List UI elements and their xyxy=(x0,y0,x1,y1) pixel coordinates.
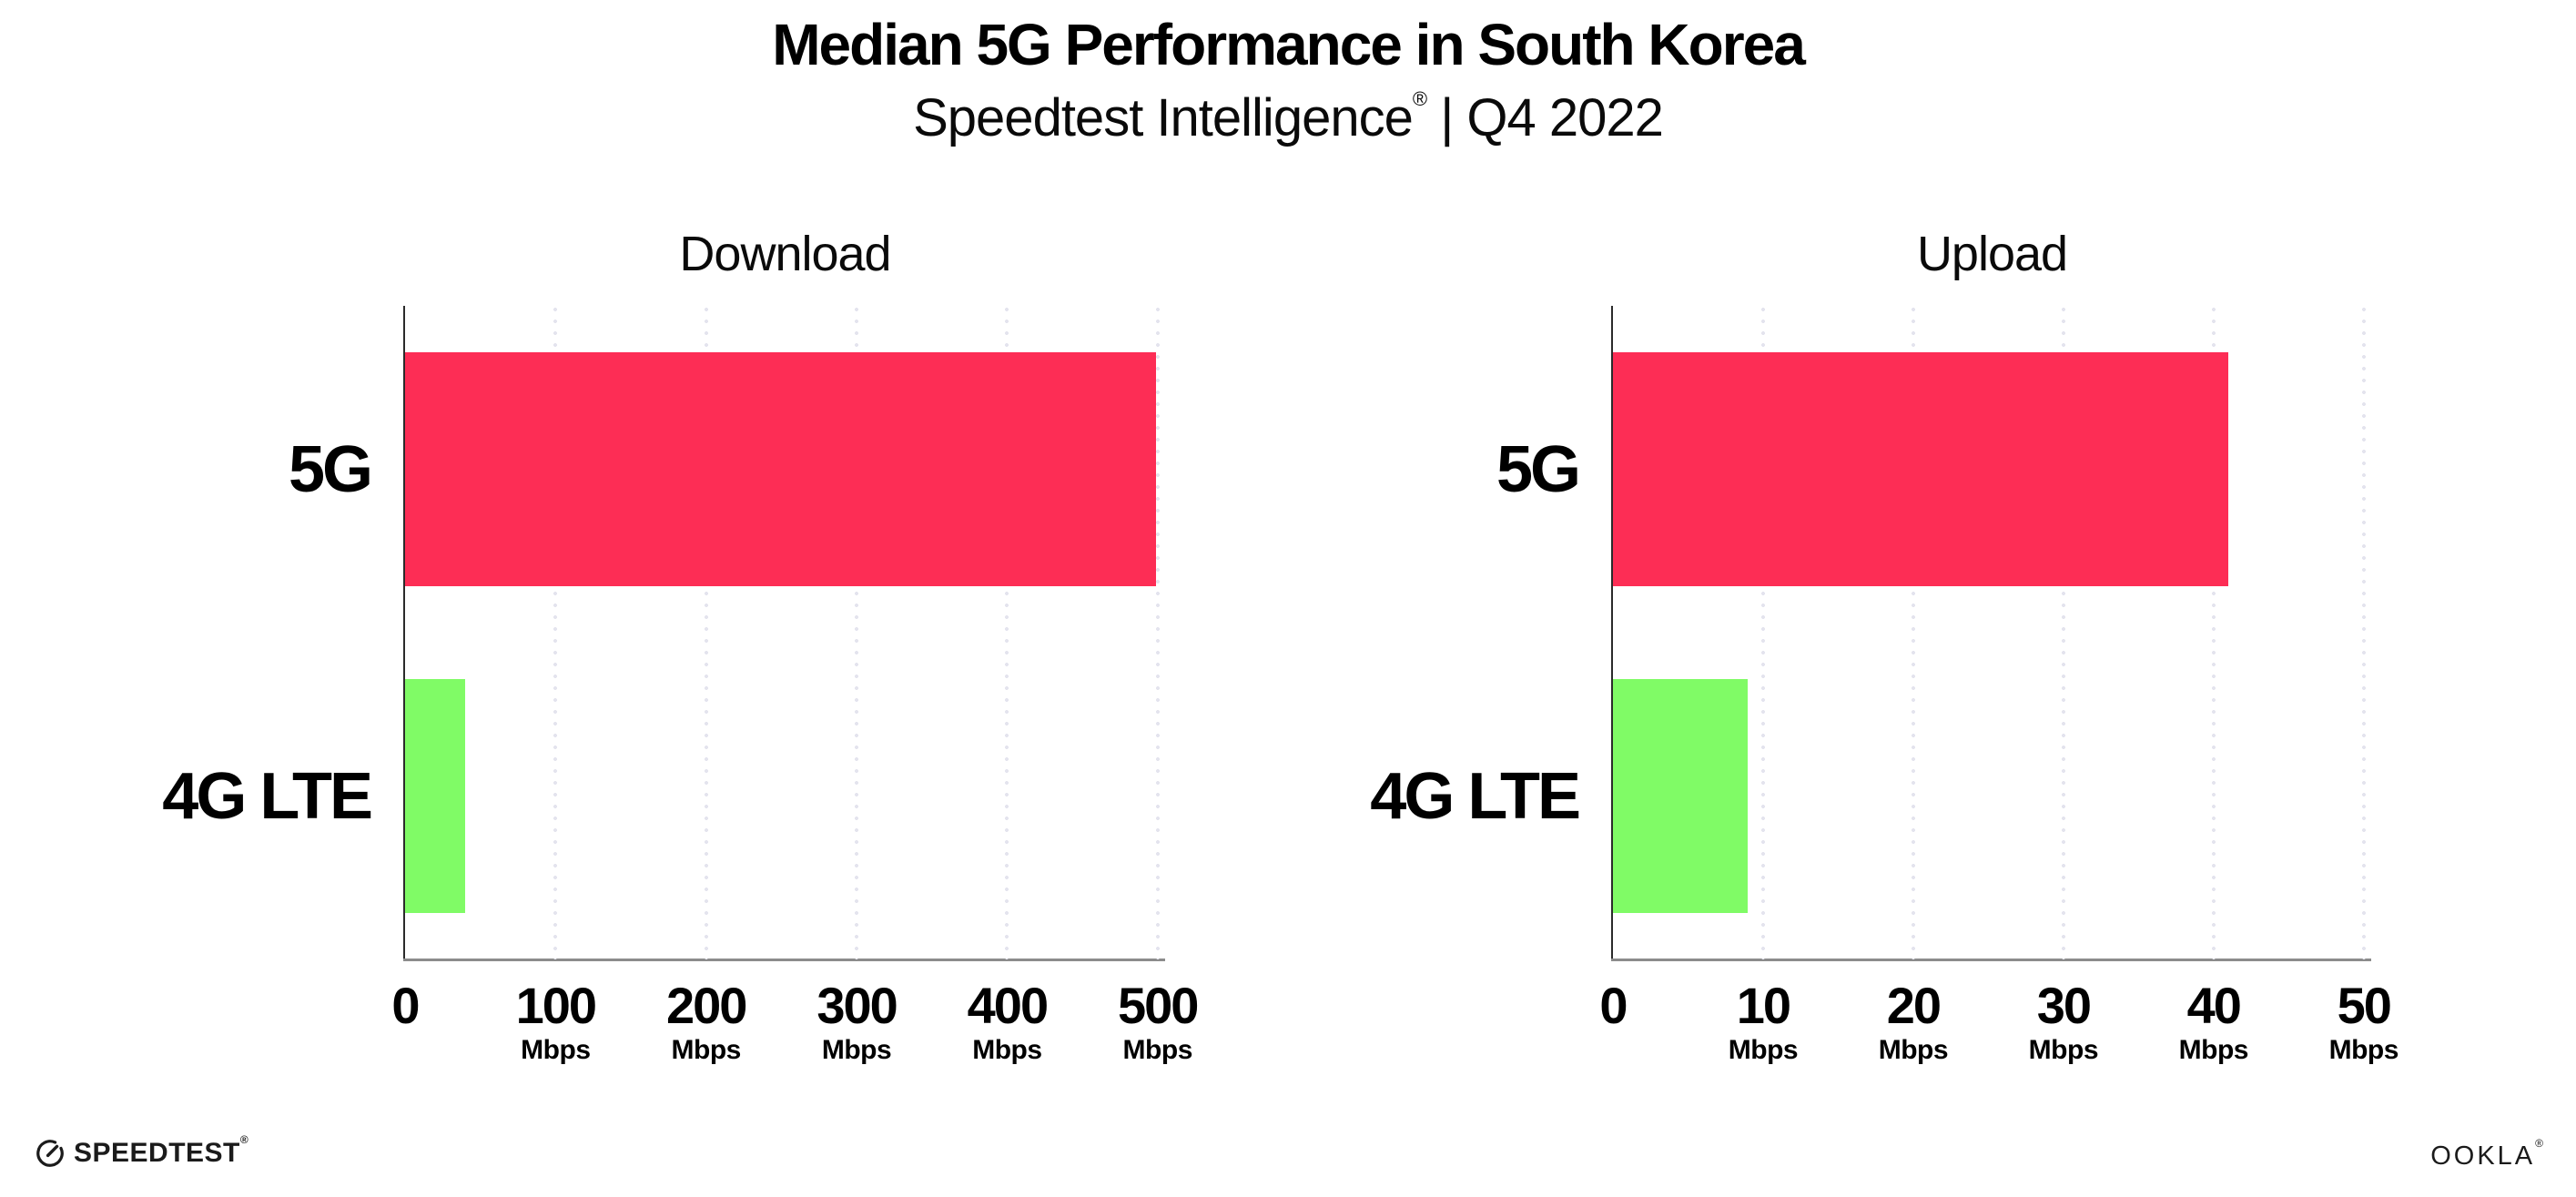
subtitle-period: | Q4 2022 xyxy=(1426,88,1664,147)
y-axis-spine xyxy=(403,306,405,959)
subtitle-brand: Speedtest Intelligence xyxy=(913,88,1414,147)
category-label-5g: 5G xyxy=(1496,432,1581,506)
x-axis-line xyxy=(403,959,1165,961)
download-x-axis-ticks: 0 100 Mbps 200 Mbps 300 Mbps 400 Mbps 500 Mbps xyxy=(391,977,1199,1107)
bar-upload-4g-lte xyxy=(1613,678,1749,913)
category-label-4g-lte: 4G LTE xyxy=(1370,759,1581,833)
x-tick-download-400: 400 Mbps xyxy=(967,977,1049,1065)
gridline-10-mbps xyxy=(1760,306,1765,959)
gridline-100-mbps xyxy=(553,306,558,959)
gridline-200-mbps xyxy=(704,306,708,959)
x-tick-download-0: 0 xyxy=(391,977,420,1034)
ookla-logo: OOKLA® xyxy=(2430,1138,2546,1171)
download-plot-area: 5G 4G LTE xyxy=(162,306,1165,961)
speedtest-registered-mark: ® xyxy=(239,1133,249,1146)
upload-plot-area: 5G 4G LTE xyxy=(1370,306,2371,961)
page-subtitle: Speedtest Intelligence® | Q4 2022 xyxy=(0,87,2576,148)
x-tick-upload-0: 0 xyxy=(1599,977,1628,1034)
download-chart-title: Download xyxy=(679,227,891,281)
gridline-50-mbps xyxy=(2361,306,2366,959)
upload-chart-title: Upload xyxy=(1916,227,2068,281)
x-tick-upload-20: 20 Mbps xyxy=(1878,977,1949,1065)
category-label-4g-lte: 4G LTE xyxy=(162,759,373,833)
gridline-300-mbps xyxy=(855,306,859,959)
x-tick-upload-10: 10 Mbps xyxy=(1728,977,1799,1065)
gridline-40-mbps xyxy=(2211,306,2216,959)
upload-x-axis-ticks: 0 10 Mbps 20 Mbps 30 Mbps 40 Mbps 50 Mbps xyxy=(1599,977,2399,1107)
x-tick-download-500: 500 Mbps xyxy=(1118,977,1199,1065)
registered-mark: ® xyxy=(1412,87,1427,110)
speedtest-wordmark: SPEEDTEST® xyxy=(74,1133,249,1168)
x-tick-upload-50: 50 Mbps xyxy=(2328,977,2399,1065)
x-tick-download-300: 300 Mbps xyxy=(816,977,898,1065)
speedtest-gauge-icon xyxy=(35,1138,66,1169)
ookla-registered-mark: ® xyxy=(2535,1137,2546,1150)
ookla-wordmark: OOKLA xyxy=(2430,1141,2536,1171)
page-title: Median 5G Performance in South Korea xyxy=(772,12,1806,77)
x-axis-line xyxy=(1611,959,2371,961)
gridline-400-mbps xyxy=(1005,306,1009,959)
category-label-5g: 5G xyxy=(288,432,373,506)
gridline-500-mbps xyxy=(1155,306,1160,959)
y-axis-spine xyxy=(1611,306,1613,959)
gridline-30-mbps xyxy=(2061,306,2065,959)
bar-download-4g-lte xyxy=(405,678,466,913)
x-tick-upload-40: 40 Mbps xyxy=(2178,977,2249,1065)
speedtest-logo: SPEEDTEST® xyxy=(35,1133,249,1169)
bar-upload-5g xyxy=(1613,351,2229,586)
gridline-20-mbps xyxy=(1911,306,1915,959)
x-tick-download-200: 200 Mbps xyxy=(665,977,747,1065)
bar-download-5g xyxy=(405,351,1157,586)
x-tick-upload-30: 30 Mbps xyxy=(2028,977,2099,1065)
x-tick-download-100: 100 Mbps xyxy=(515,977,597,1065)
